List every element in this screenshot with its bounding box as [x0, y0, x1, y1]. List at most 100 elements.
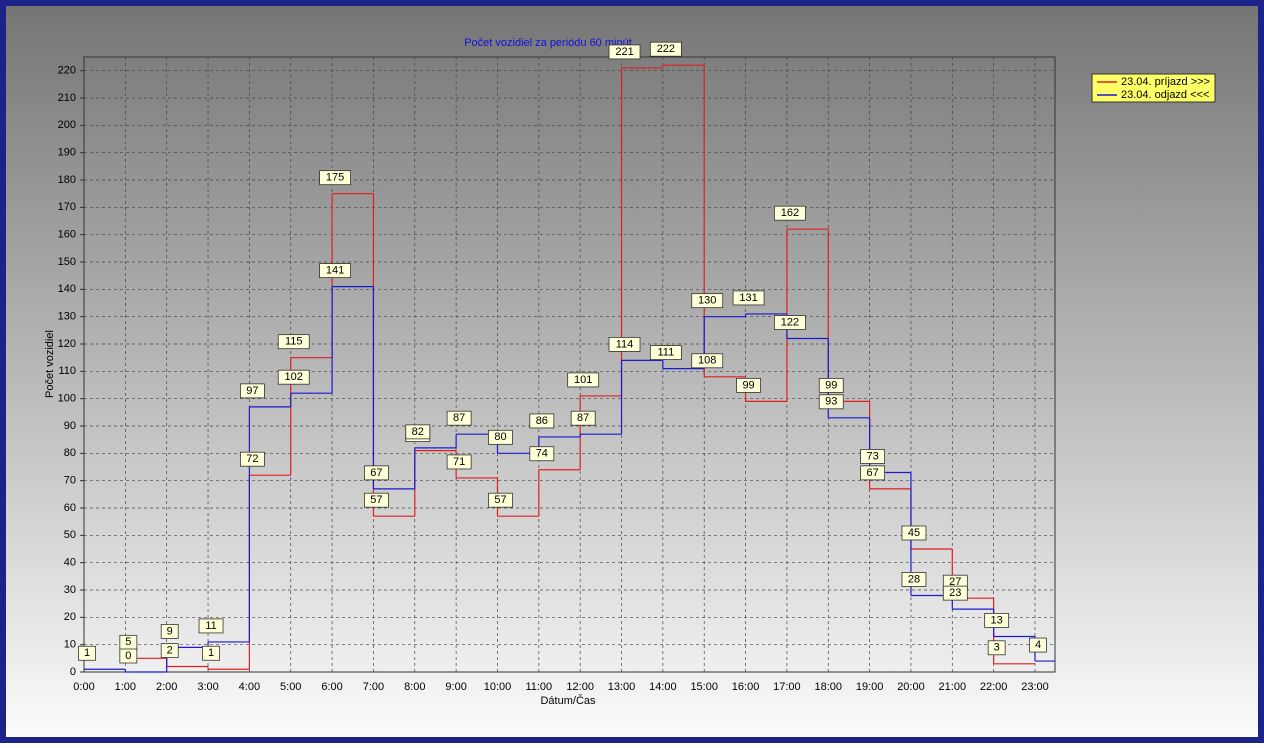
- value-label: 122: [781, 316, 799, 328]
- value-label: 101: [574, 374, 592, 386]
- value-label-box: [488, 492, 513, 508]
- value-label: 86: [536, 415, 548, 427]
- value-label: 67: [866, 467, 878, 479]
- x-tick-label: 13:00: [608, 681, 636, 693]
- y-tick-label: 180: [58, 174, 76, 186]
- legend-label: 23.04. odjazd <<<: [1121, 89, 1209, 101]
- value-label: 80: [494, 431, 506, 443]
- x-tick-label: 20:00: [897, 681, 925, 693]
- value-label: 102: [285, 371, 303, 383]
- value-label-box: [277, 369, 310, 385]
- x-tick-label: 7:00: [363, 681, 384, 693]
- y-tick-label: 30: [64, 584, 76, 596]
- x-tick-label: 10:00: [484, 681, 512, 693]
- value-label-box: [1029, 637, 1047, 653]
- value-label: 74: [536, 448, 548, 460]
- y-tick-label: 80: [64, 447, 76, 459]
- value-label-box: [119, 648, 138, 664]
- value-label-box: [987, 640, 1006, 656]
- value-label: 221: [615, 46, 633, 58]
- value-label: 114: [616, 338, 634, 350]
- y-tick-label: 110: [58, 365, 76, 377]
- value-label: 4: [1035, 639, 1041, 651]
- value-label-box: [732, 290, 765, 306]
- value-label-box: [446, 410, 472, 426]
- value-label: 0: [125, 650, 131, 662]
- x-tick-label: 12:00: [566, 681, 594, 693]
- y-tick-label: 130: [58, 311, 76, 323]
- value-label-box: [649, 41, 682, 57]
- value-label: 45: [908, 527, 920, 539]
- value-label-box: [319, 263, 351, 279]
- x-tick-label: 14:00: [649, 681, 677, 693]
- value-label: 9: [167, 625, 173, 637]
- y-tick-label: 50: [64, 529, 76, 541]
- value-label-box: [818, 394, 844, 410]
- x-tick-label: 19:00: [856, 681, 884, 693]
- plot-area: [83, 56, 1056, 673]
- x-tick-label: 16:00: [732, 681, 760, 693]
- legend: [1091, 73, 1216, 103]
- value-label-box: [942, 585, 968, 601]
- value-label: 73: [866, 450, 878, 462]
- y-tick-label: 20: [64, 611, 76, 623]
- value-label-box: [239, 383, 265, 399]
- value-label: 23: [949, 587, 961, 599]
- value-label-box: [160, 624, 179, 639]
- x-tick-label: 0:00: [73, 681, 94, 693]
- value-label: 5: [125, 636, 131, 648]
- value-label: 99: [825, 379, 837, 391]
- x-tick-label: 23:00: [1021, 681, 1049, 693]
- x-axis-label: Dátum/Čas: [540, 694, 596, 707]
- value-label: 141: [326, 265, 344, 277]
- x-tick-label: 22:00: [980, 681, 1008, 693]
- value-label-box: [901, 525, 927, 541]
- value-label: 71: [453, 456, 465, 468]
- y-tick-label: 60: [64, 502, 76, 514]
- value-label-box: [364, 465, 389, 481]
- value-label-box: [736, 377, 761, 393]
- value-label-box: [198, 618, 224, 634]
- x-tick-label: 18:00: [814, 681, 842, 693]
- y-tick-label: 0: [70, 666, 76, 678]
- value-label: 115: [285, 336, 303, 348]
- value-label: 57: [494, 494, 506, 506]
- value-label-box: [319, 170, 351, 186]
- value-label-box: [239, 451, 265, 467]
- x-tick-label: 6:00: [321, 681, 342, 693]
- value-label: 57: [370, 494, 382, 506]
- y-tick-label: 70: [64, 475, 76, 487]
- y-tick-label: 160: [58, 229, 76, 241]
- value-label-box: [78, 645, 96, 661]
- value-label: 130: [698, 295, 716, 307]
- value-label-box: [529, 413, 555, 429]
- y-axis-label: Počet vozidiel: [44, 330, 56, 398]
- x-tick-label: 21:00: [939, 681, 967, 693]
- y-tick-label: 150: [58, 256, 76, 268]
- value-label-box: [446, 454, 472, 470]
- value-label: 162: [781, 207, 799, 219]
- x-tick-label: 11:00: [525, 681, 552, 693]
- value-label: 82: [412, 426, 424, 438]
- x-tick-label: 3:00: [197, 681, 218, 693]
- y-tick-label: 190: [58, 147, 76, 159]
- value-label-box: [567, 372, 600, 388]
- value-label-box: [860, 449, 886, 464]
- value-label-box: [405, 424, 431, 440]
- legend-label: 23.04. príjazd >>>: [1121, 76, 1210, 88]
- value-label: 93: [825, 396, 837, 408]
- value-label-box: [860, 465, 886, 481]
- y-tick-label: 200: [58, 119, 76, 131]
- value-label-box: [608, 336, 641, 352]
- value-label: 72: [246, 453, 258, 465]
- value-label: 175: [326, 172, 344, 184]
- x-tick-label: 2:00: [156, 681, 177, 693]
- value-label: 3: [994, 642, 1000, 654]
- x-tick-label: 15:00: [690, 681, 718, 693]
- value-label: 2: [167, 644, 173, 656]
- y-tick-label: 100: [58, 393, 76, 405]
- value-label: 111: [658, 347, 675, 359]
- value-label-box: [364, 492, 389, 508]
- value-label-box: [774, 315, 806, 330]
- y-tick-label: 40: [64, 557, 76, 569]
